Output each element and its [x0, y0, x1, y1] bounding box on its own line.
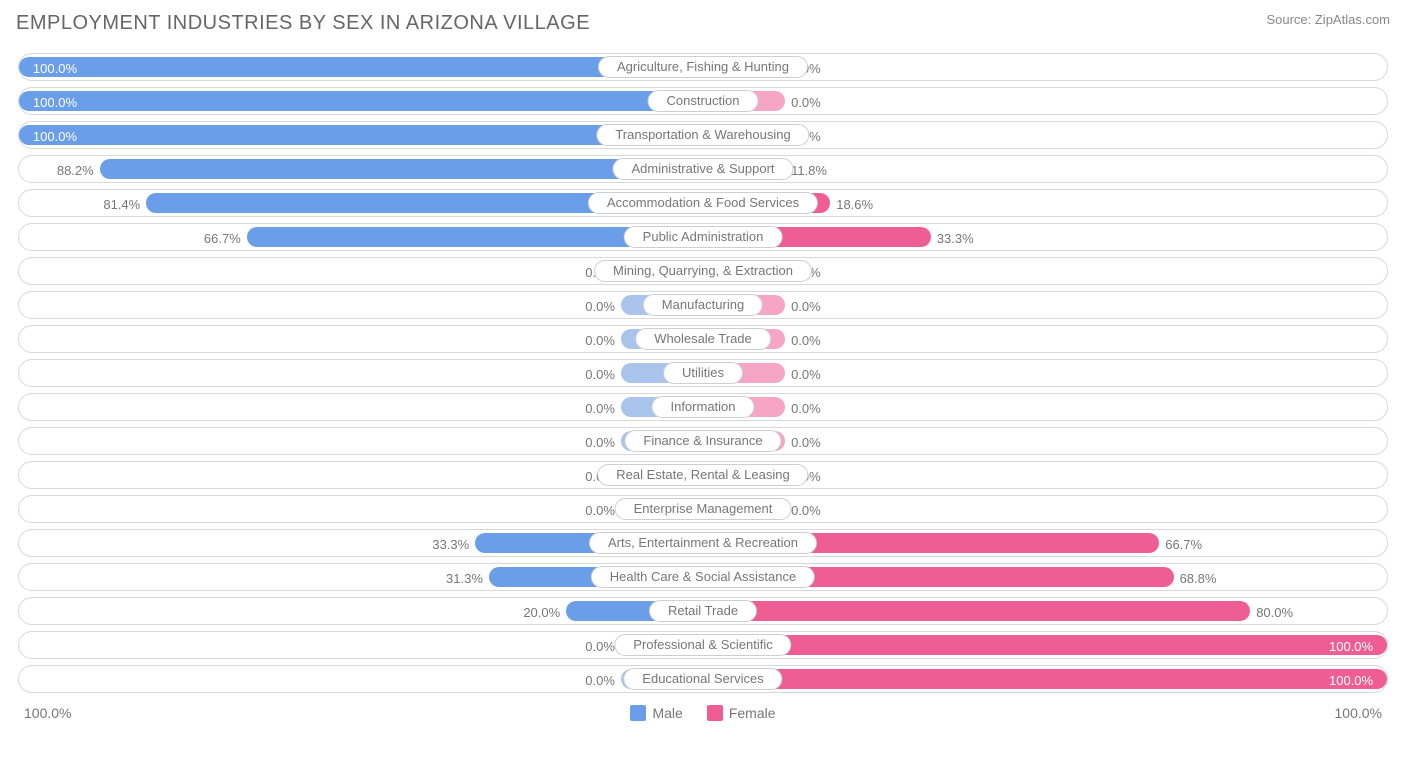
- chart-footer: 100.0% Male Female 100.0%: [10, 699, 1396, 721]
- chart-row: 0.0%0.0%Real Estate, Rental & Leasing: [18, 461, 1388, 489]
- category-label: Arts, Entertainment & Recreation: [589, 532, 817, 554]
- chart-row: 81.4% 18.6% Accommodation & Food Services: [18, 189, 1388, 217]
- female-value: 0.0%: [791, 299, 841, 314]
- category-label: Educational Services: [623, 668, 782, 690]
- male-value: 20.0%: [510, 605, 560, 620]
- male-value: 100.0%: [27, 129, 77, 144]
- category-label: Retail Trade: [649, 600, 757, 622]
- category-label: Utilities: [663, 362, 743, 384]
- female-bar: 100.0%: [703, 669, 1387, 689]
- male-value: 0.0%: [565, 401, 615, 416]
- female-value: 18.6%: [836, 197, 886, 212]
- male-value: 0.0%: [565, 299, 615, 314]
- chart-row: 0.0% 0.0% Finance & Insurance: [18, 427, 1388, 455]
- female-bar: 80.0%: [703, 601, 1250, 621]
- female-value: 66.7%: [1165, 537, 1215, 552]
- legend-item-male: Male: [630, 705, 682, 721]
- chart-row: 100.0%0.0%Transportation & Warehousing: [18, 121, 1388, 149]
- female-value: 0.0%: [791, 333, 841, 348]
- male-value: 33.3%: [419, 537, 469, 552]
- category-label: Agriculture, Fishing & Hunting: [598, 56, 808, 78]
- category-label: Accommodation & Food Services: [588, 192, 818, 214]
- female-value: 0.0%: [791, 503, 841, 518]
- chart-row: 0.0% 0.0% Utilities: [18, 359, 1388, 387]
- chart-header: EMPLOYMENT INDUSTRIES BY SEX IN ARIZONA …: [10, 12, 1396, 35]
- chart-row: 0.0% 0.0% Manufacturing: [18, 291, 1388, 319]
- legend-label-male: Male: [652, 705, 682, 721]
- swatch-female: [707, 705, 723, 721]
- female-value: 0.0%: [791, 367, 841, 382]
- female-value: 100.0%: [1329, 673, 1379, 688]
- category-label: Finance & Insurance: [624, 430, 781, 452]
- male-value: 0.0%: [565, 367, 615, 382]
- chart-row: 20.0%80.0%Retail Trade: [18, 597, 1388, 625]
- axis-label-right: 100.0%: [1335, 705, 1382, 721]
- category-label: Manufacturing: [643, 294, 763, 316]
- female-value: 0.0%: [791, 401, 841, 416]
- female-bar: 100.0%: [703, 635, 1387, 655]
- chart-row: 0.0% 0.0%Enterprise Management: [18, 495, 1388, 523]
- male-value: 66.7%: [191, 231, 241, 246]
- chart-row: 88.2% 11.8%Administrative & Support: [18, 155, 1388, 183]
- male-value: 0.0%: [565, 435, 615, 450]
- female-value: 100.0%: [1329, 639, 1379, 654]
- legend-label-female: Female: [729, 705, 776, 721]
- swatch-male: [630, 705, 646, 721]
- female-value: 0.0%: [791, 435, 841, 450]
- chart-row: 100.0%0.0%Agriculture, Fishing & Hunting: [18, 53, 1388, 81]
- legend-item-female: Female: [707, 705, 776, 721]
- male-value: 88.2%: [44, 163, 94, 178]
- female-value: 11.8%: [791, 163, 841, 178]
- category-label: Mining, Quarrying, & Extraction: [594, 260, 812, 282]
- male-value: 100.0%: [27, 61, 77, 76]
- axis-label-left: 100.0%: [24, 705, 71, 721]
- chart-row: 0.0%0.0%Mining, Quarrying, & Extraction: [18, 257, 1388, 285]
- chart-row: 31.3% 68.8% Health Care & Social Assistanc…: [18, 563, 1388, 591]
- female-value: 0.0%: [791, 95, 841, 110]
- category-label: Wholesale Trade: [635, 328, 771, 350]
- male-value: 0.0%: [565, 503, 615, 518]
- chart-title: EMPLOYMENT INDUSTRIES BY SEX IN ARIZONA …: [16, 12, 590, 35]
- male-value: 0.0%: [565, 673, 615, 688]
- chart-row: 0.0% 100.0% Professional & Scientific: [18, 631, 1388, 659]
- male-value: 0.0%: [565, 333, 615, 348]
- category-label: Health Care & Social Assistance: [591, 566, 815, 588]
- chart-area: 100.0%0.0%Agriculture, Fishing & Hunting…: [10, 53, 1396, 693]
- category-label: Real Estate, Rental & Leasing: [597, 464, 808, 486]
- chart-row: 0.0% 0.0% Wholesale Trade: [18, 325, 1388, 353]
- category-label: Transportation & Warehousing: [596, 124, 809, 146]
- chart-source: Source: ZipAtlas.com: [1266, 12, 1390, 27]
- legend: Male Female: [630, 705, 775, 721]
- category-label: Administrative & Support: [612, 158, 793, 180]
- chart-row: 100.0% 0.0% Construction: [18, 87, 1388, 115]
- female-value: 80.0%: [1256, 605, 1306, 620]
- female-value: 68.8%: [1180, 571, 1230, 586]
- chart-row: 33.3% 66.7% Arts, Entertainment & Recreati…: [18, 529, 1388, 557]
- female-value: 33.3%: [937, 231, 987, 246]
- male-bar: 100.0%: [19, 91, 703, 111]
- chart-row: 66.7% 33.3% Public Administration: [18, 223, 1388, 251]
- male-value: 0.0%: [565, 639, 615, 654]
- category-label: Enterprise Management: [615, 498, 792, 520]
- category-label: Public Administration: [624, 226, 783, 248]
- chart-row: 0.0% 0.0% Information: [18, 393, 1388, 421]
- category-label: Construction: [648, 90, 759, 112]
- chart-row: 0.0% 100.0% Educational Services: [18, 665, 1388, 693]
- male-value: 31.3%: [433, 571, 483, 586]
- category-label: Professional & Scientific: [614, 634, 791, 656]
- male-value: 81.4%: [90, 197, 140, 212]
- category-label: Information: [651, 396, 754, 418]
- male-value: 100.0%: [27, 95, 77, 110]
